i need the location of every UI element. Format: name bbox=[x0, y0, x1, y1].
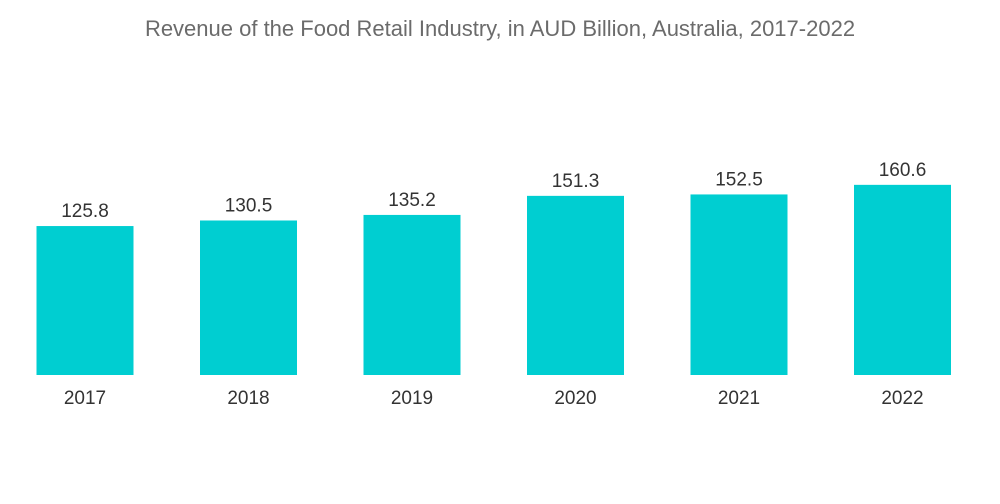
bar-2021 bbox=[690, 194, 788, 375]
data-label-2017: 125.8 bbox=[61, 201, 109, 222]
x-tick-label-2022: 2022 bbox=[881, 388, 923, 409]
data-label-2022: 160.6 bbox=[879, 160, 927, 181]
data-label-2019: 135.2 bbox=[388, 190, 436, 211]
data-label-2021: 152.5 bbox=[715, 169, 763, 190]
bar-2017 bbox=[36, 226, 134, 375]
bar-2019 bbox=[363, 214, 461, 375]
bar-2022 bbox=[854, 184, 951, 375]
x-tick-label-2020: 2020 bbox=[554, 388, 596, 409]
x-tick-label-2018: 2018 bbox=[227, 388, 269, 409]
x-tick-label-2017: 2017 bbox=[64, 388, 106, 409]
data-label-2020: 151.3 bbox=[552, 171, 600, 192]
bar-2018 bbox=[200, 220, 297, 375]
bar-2020 bbox=[527, 195, 624, 375]
data-label-2018: 130.5 bbox=[225, 195, 273, 216]
chart-title: Revenue of the Food Retail Industry, in … bbox=[144, 16, 856, 41]
x-tick-label-2019: 2019 bbox=[391, 388, 433, 409]
x-tick-label-2021: 2021 bbox=[718, 388, 760, 409]
